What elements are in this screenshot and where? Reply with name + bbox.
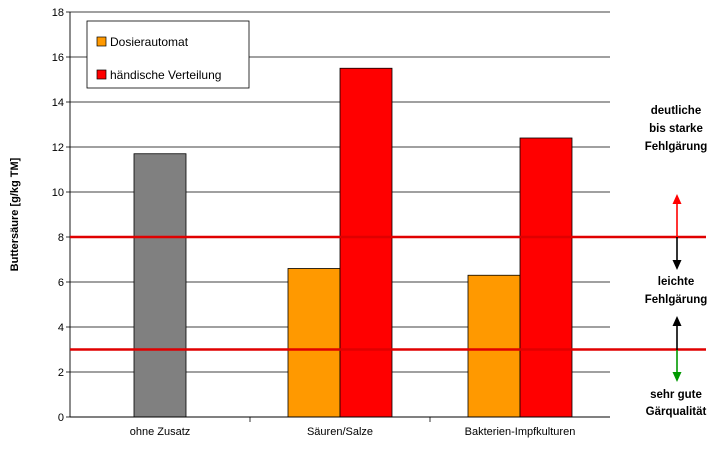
bar-ohne-zusatz	[133, 153, 187, 418]
zone-lower-line-2: Gärqualität	[646, 406, 707, 418]
bar-dosierautomat-bakterien-impfkulturen	[467, 274, 521, 418]
zone-lower-line-1: sehr gute	[650, 389, 702, 401]
y-tick-10: 10	[52, 187, 64, 199]
bar-haendische-verteilung-saeuren-salze	[339, 67, 393, 418]
legend-swatch-haendische-verteilung	[96, 69, 107, 80]
y-tick-labels: 0 2 4 6 8 10 12 14 16 18	[52, 7, 70, 424]
zone-upper-line-1: deutliche	[651, 105, 701, 117]
zone-upper-line-2: bis starke	[649, 123, 703, 135]
category-labels: ohne Zusatz Säuren/Salze Bakterien-Impfkul…	[130, 417, 576, 438]
legend-label-haendische-verteilung: händische Verteilung	[110, 68, 221, 82]
x-tick-bakterien-impfkulturen: Bakterien-Impfkulturen	[465, 426, 576, 438]
y-axis-label: Buttersäure [g/kg TM]	[9, 157, 21, 271]
y-tick-18: 18	[52, 7, 64, 19]
zone-middle-line-2: Fehlgärung	[645, 294, 708, 306]
arrow-up-red-icon	[672, 194, 682, 204]
quality-zone-annotations: deutliche bis starke Fehlgärung leichte …	[645, 105, 708, 418]
legend-box	[86, 20, 250, 89]
arrow-up-black-icon	[672, 316, 682, 326]
y-tick-6: 6	[58, 277, 64, 289]
bar-haendische-verteilung-bakterien-impfkulturen	[519, 137, 573, 418]
y-tick-14: 14	[52, 97, 64, 109]
bar-dosierautomat-saeuren-salze	[287, 268, 341, 418]
zone-middle-line-1: leichte	[658, 276, 694, 288]
zone-upper-line-3: Fehlgärung	[645, 141, 708, 153]
y-tick-16: 16	[52, 52, 64, 64]
bars	[133, 67, 573, 418]
legend-label-dosierautomat: Dosierautomat	[110, 35, 189, 49]
y-tick-4: 4	[58, 322, 64, 334]
legend: Dosierautomat händische Verteilung	[86, 20, 250, 89]
legend-swatch-dosierautomat	[96, 36, 107, 47]
zone-arrows	[672, 194, 682, 382]
arrow-down-black-icon	[672, 260, 682, 270]
arrow-down-green-icon	[672, 372, 682, 382]
y-tick-12: 12	[52, 142, 64, 154]
x-tick-saeuren-salze: Säuren/Salze	[307, 426, 373, 438]
y-tick-8: 8	[58, 232, 64, 244]
reference-lines	[70, 235, 706, 351]
y-tick-0: 0	[58, 412, 64, 424]
y-tick-2: 2	[58, 367, 64, 379]
x-tick-ohne-zusatz: ohne Zusatz	[130, 426, 191, 438]
